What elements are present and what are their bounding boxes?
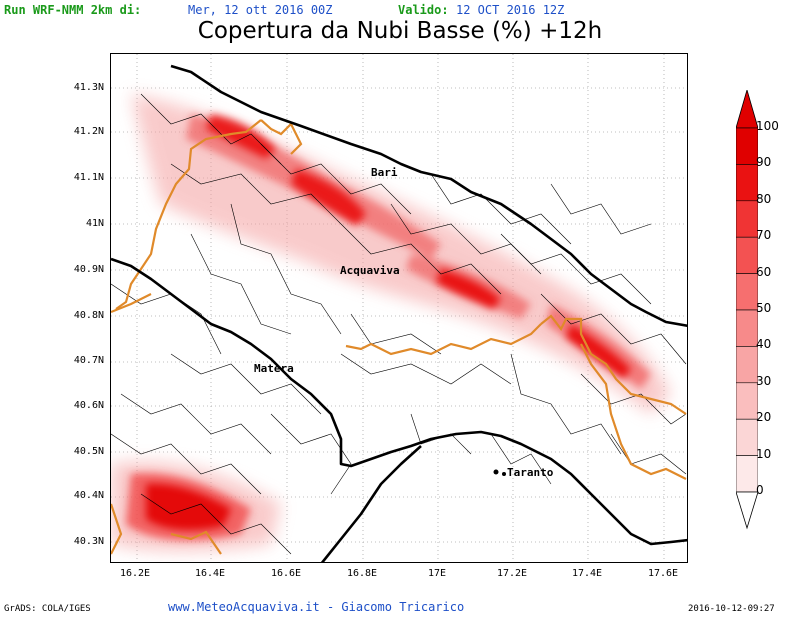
lat-label: 41.3N: [73, 82, 104, 93]
lon-label: 16.2E: [119, 568, 151, 579]
legend-swatch: [736, 236, 758, 274]
lon-label: 16.8E: [346, 568, 378, 579]
lon-label: 17.6E: [647, 568, 679, 579]
legend-label: 0: [756, 483, 764, 497]
footer-website[interactable]: www.MeteoAcquaviva.it - Giacomo Tricaric…: [168, 600, 465, 614]
legend-swatch: [736, 200, 758, 238]
legend-swatch: [736, 127, 758, 165]
city-label-acquaviva: Acquaviva: [340, 264, 400, 277]
legend-colorbar: [736, 90, 758, 530]
legend-swatch: [736, 346, 758, 384]
legend-label: 100: [756, 119, 779, 133]
legend-swatch: [736, 309, 758, 347]
lon-label: 16.6E: [270, 568, 302, 579]
lat-label: 40.6N: [73, 400, 104, 411]
lon-label: 17.2E: [496, 568, 528, 579]
taranto-harbour: [493, 469, 506, 476]
lon-label: 16.4E: [194, 568, 226, 579]
lat-label: 40.4N: [73, 490, 104, 501]
lat-label: 40.5N: [73, 446, 104, 457]
regional-borders: [111, 119, 687, 555]
legend-label: 80: [756, 191, 772, 206]
lat-label: 41.1N: [73, 172, 104, 183]
valid-label: Valido:: [398, 3, 449, 17]
legend-top-arrow: [736, 90, 758, 129]
municipal-boundaries: [111, 93, 687, 555]
lon-label: 17E: [427, 568, 447, 579]
legend-bottom-arrow: [736, 491, 758, 530]
lat-label: 41N: [85, 218, 104, 229]
coastline: [111, 64, 687, 562]
lat-label: 40.3N: [73, 536, 104, 547]
legend-label: 50: [756, 301, 772, 315]
legend-swatch: [736, 273, 758, 311]
map-title: Copertura da Nubi Basse (%) +12h: [197, 18, 603, 44]
run-date: Mer, 12 ott 2016 00Z: [188, 3, 333, 17]
legend-label: 60: [756, 264, 772, 279]
legend-swatch: [736, 164, 758, 202]
legend-label: 70: [756, 228, 772, 243]
run-label: Run WRF-NMM 2km di:: [4, 3, 142, 17]
lat-label: 41.2N: [73, 126, 104, 137]
city-label-taranto: Taranto: [507, 466, 554, 479]
legend-label: 20: [756, 410, 772, 425]
lat-label: 40.7N: [73, 355, 104, 366]
legend-swatch: [736, 418, 758, 456]
lat-label: 40.8N: [73, 310, 104, 321]
city-label-bari: Bari: [371, 166, 398, 179]
legend-label: 10: [756, 446, 772, 461]
valid-date: 12 OCT 2016 12Z: [456, 3, 565, 17]
lon-label: 17.4E: [571, 568, 603, 579]
legend-label: 40: [756, 337, 772, 352]
legend-swatch: [736, 455, 758, 493]
city-label-matera: Matera: [254, 362, 294, 375]
legend-label: 90: [756, 155, 772, 170]
map-canvas: [111, 54, 687, 562]
footer-timestamp: 2016-10-12-09:27: [688, 604, 775, 614]
lat-label: 40.9N: [73, 264, 104, 275]
legend-swatch: [736, 382, 758, 420]
legend-label: 30: [756, 373, 772, 388]
cloud-cover-field: [111, 94, 671, 552]
map-frame: [110, 53, 688, 563]
footer-credit-grads: GrADS: COLA/IGES: [4, 604, 91, 614]
